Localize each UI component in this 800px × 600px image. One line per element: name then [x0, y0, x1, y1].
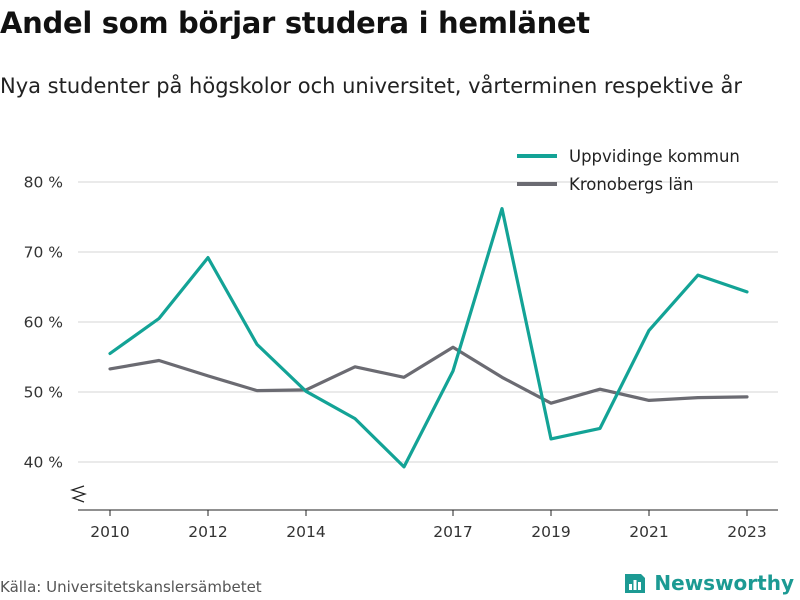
- series-lines: [108, 207, 749, 469]
- chart-subtitle: Nya studenter på högskolor och universit…: [0, 74, 742, 98]
- y-tick-label-60: 60 %: [24, 314, 63, 332]
- source-note: Källa: Universitetskanslersämbetet: [0, 578, 262, 596]
- y-tick-label-40: 40 %: [24, 454, 63, 472]
- y-tick-label-50: 50 %: [24, 384, 63, 402]
- chart-title: Andel som börjar studera i hemlänet: [0, 6, 590, 40]
- x-tick-label-2010: 2010: [90, 523, 129, 541]
- x-tick-label-2012: 2012: [188, 523, 227, 541]
- series-line-kronobergs-län: [108, 345, 749, 405]
- x-tick-label-2023: 2023: [727, 523, 766, 541]
- series-line-uppvidinge-kommun: [108, 207, 749, 469]
- brand-name: Newsworthy: [654, 571, 794, 595]
- legend-label-uppvidinge-kommun: Uppvidinge kommun: [569, 147, 740, 166]
- brand-logo: Newsworthy: [622, 568, 794, 598]
- y-tick-label-70: 70 %: [24, 244, 63, 262]
- legend: Uppvidinge kommun Kronobergs län: [517, 147, 740, 194]
- x-tick-label-2021: 2021: [629, 523, 668, 541]
- gridlines: [78, 181, 778, 463]
- x-tick-label-2014: 2014: [286, 523, 325, 541]
- newsworthy-logo-icon: [625, 574, 646, 593]
- x-axis: 2010 2012 2014 2017 2019 2021 2023: [70, 485, 778, 541]
- y-axis-ticks: 40 % 50 % 60 % 70 % 80 %: [24, 174, 63, 472]
- line-chart: 40 %50 %60 %70 %80 % 2010 2012 2014 2017 201…: [24, 147, 778, 541]
- x-tick-label-2019: 2019: [531, 523, 570, 541]
- axis-break-icon: [70, 485, 87, 503]
- y-tick-label-80: 80 %: [24, 174, 63, 192]
- x-tick-label-2017: 2017: [433, 523, 472, 541]
- legend-label-kronobergs-län: Kronobergs län: [569, 175, 693, 194]
